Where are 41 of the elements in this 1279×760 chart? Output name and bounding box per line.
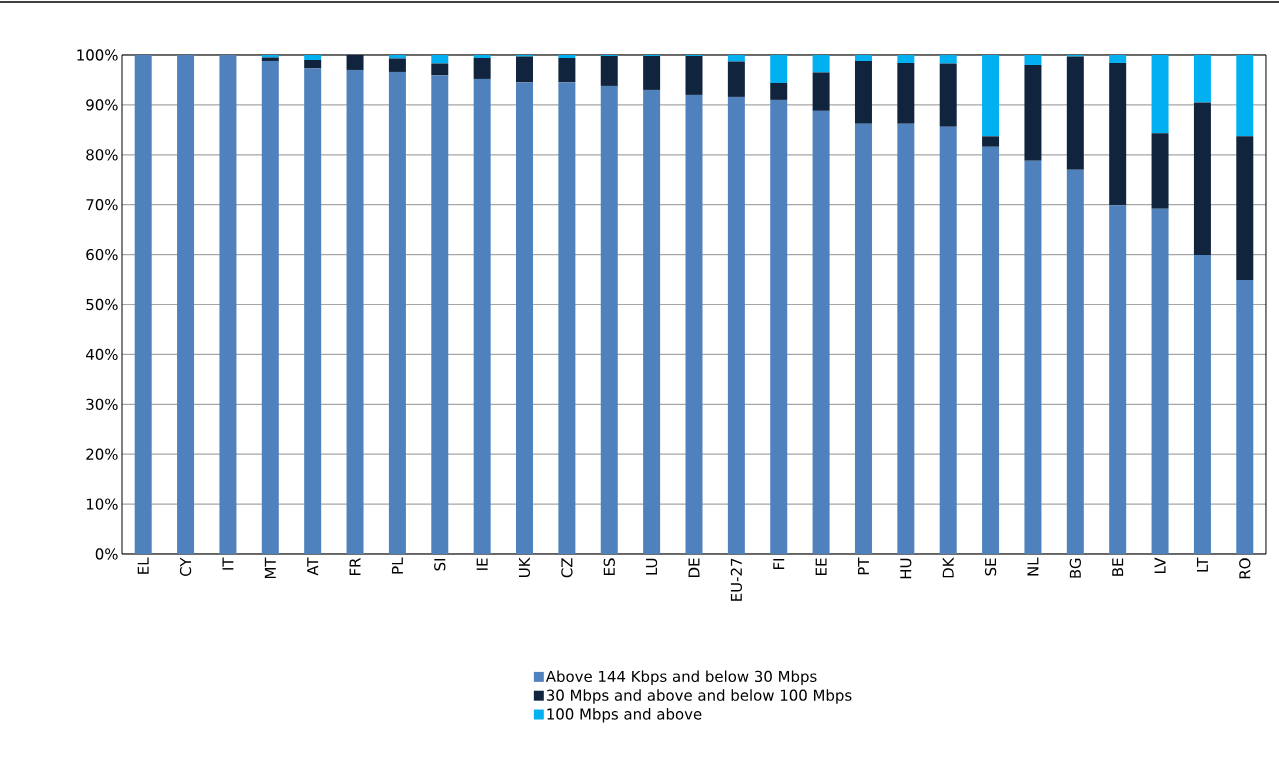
y-tick-label: 40% — [86, 348, 118, 361]
x-tick-label: LT — [1196, 557, 1208, 572]
legend-label: 30 Mbps and above and below 100 Mbps — [546, 689, 852, 704]
x-tick-label: PL — [391, 557, 403, 574]
x-tick-label: ES — [603, 558, 615, 575]
y-tick-label: 10% — [86, 498, 118, 510]
y-tick-label: 60% — [86, 248, 118, 261]
y-tick-label: 90% — [86, 99, 118, 111]
x-tick-label: FR — [349, 557, 361, 576]
x-tick-label: EU-27 — [730, 558, 743, 601]
x-tick-label: LV — [1154, 557, 1166, 573]
x-tick-label: CZ — [561, 558, 573, 578]
legend-label: Above 144 Kbps and below 30 Mbps — [545, 670, 817, 685]
x-tick-label: RO — [1239, 558, 1251, 579]
y-tick-label: 50% — [86, 298, 118, 311]
x-tick-label: AT — [307, 557, 319, 576]
x-tick-label: PT — [858, 557, 869, 575]
x-tick-label: EE — [815, 558, 827, 575]
x-tick-label: IT — [222, 557, 234, 570]
x-tick-label: FI — [773, 558, 785, 570]
x-tick-label: SE — [984, 558, 997, 576]
x-tick-label: IE — [476, 558, 488, 570]
y-tick-label: 20% — [86, 448, 118, 460]
legend-label: 100 Mbps and above — [547, 708, 702, 723]
y-tick-label: 30% — [86, 398, 118, 410]
x-tick-label: MT — [264, 557, 276, 579]
x-tick-label: BG — [1069, 558, 1081, 578]
x-tick-label: EL — [137, 557, 149, 574]
x-tick-label: CY — [179, 557, 192, 576]
x-tick-label: DK — [942, 557, 954, 578]
x-tick-label: UK — [518, 557, 531, 577]
y-tick-label: 80% — [86, 149, 118, 161]
x-tick-label: SI — [434, 558, 446, 571]
x-tick-label: DE — [688, 558, 700, 577]
y-tick-label: 0% — [95, 548, 118, 560]
x-tick-label: HU — [900, 558, 912, 579]
y-tick-label: 70% — [86, 199, 118, 211]
x-tick-label: LU — [646, 558, 658, 575]
y-tick-label: 100% — [77, 49, 118, 61]
x-tick-label: BE — [1112, 558, 1124, 576]
x-tick-label: NL — [1027, 557, 1039, 576]
